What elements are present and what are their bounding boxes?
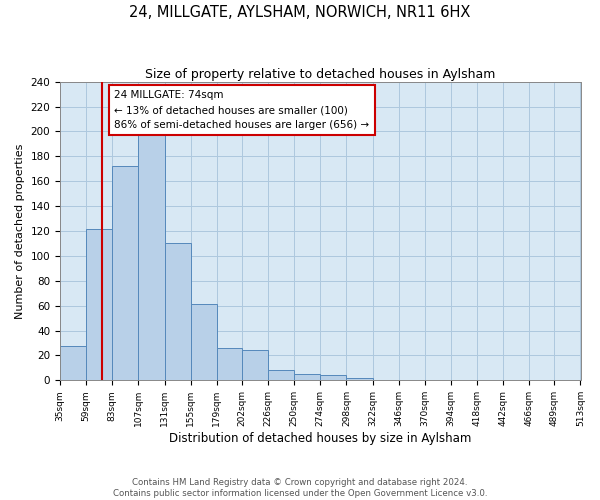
Bar [112, 166, 139, 380]
Bar [191, 304, 217, 380]
Bar [320, 376, 346, 380]
Bar [242, 350, 268, 380]
Y-axis label: Number of detached properties: Number of detached properties [15, 144, 25, 318]
Bar [139, 134, 164, 380]
Bar [294, 374, 320, 380]
Bar [268, 370, 294, 380]
Text: 24 MILLGATE: 74sqm
← 13% of detached houses are smaller (100)
86% of semi-detach: 24 MILLGATE: 74sqm ← 13% of detached hou… [115, 90, 370, 130]
Bar [164, 244, 191, 380]
Bar [60, 346, 86, 380]
Bar [86, 228, 112, 380]
X-axis label: Distribution of detached houses by size in Aylsham: Distribution of detached houses by size … [169, 432, 472, 445]
Bar [217, 348, 242, 380]
Bar [346, 378, 373, 380]
Title: Size of property relative to detached houses in Aylsham: Size of property relative to detached ho… [145, 68, 496, 80]
Text: Contains HM Land Registry data © Crown copyright and database right 2024.
Contai: Contains HM Land Registry data © Crown c… [113, 478, 487, 498]
Text: 24, MILLGATE, AYLSHAM, NORWICH, NR11 6HX: 24, MILLGATE, AYLSHAM, NORWICH, NR11 6HX [130, 5, 470, 20]
